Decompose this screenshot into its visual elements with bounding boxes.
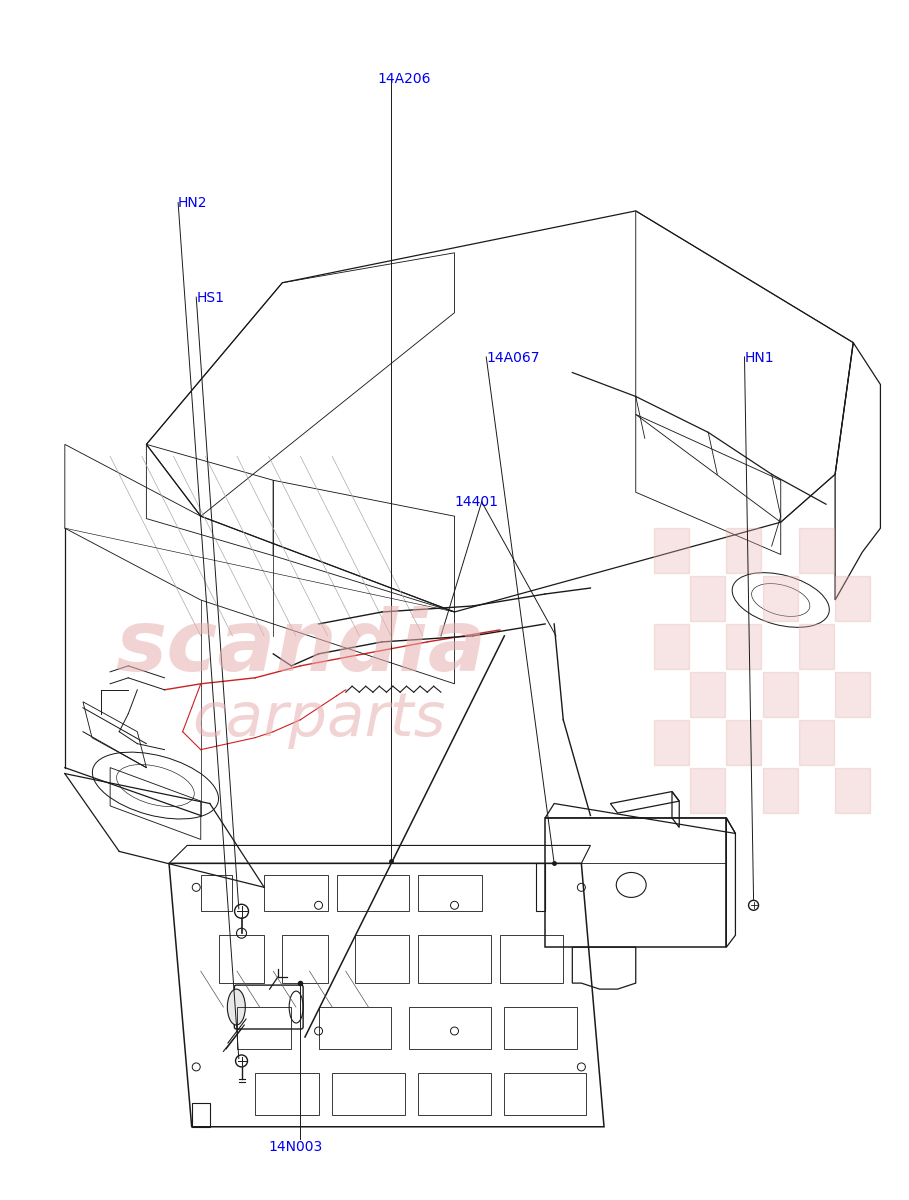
- Bar: [654, 528, 689, 574]
- Bar: [799, 720, 834, 764]
- Text: HN1: HN1: [744, 352, 774, 365]
- Bar: [690, 576, 725, 620]
- Ellipse shape: [227, 989, 245, 1025]
- Bar: [726, 720, 761, 764]
- Bar: [690, 672, 725, 716]
- Text: 14A067: 14A067: [486, 352, 540, 365]
- Bar: [763, 672, 797, 716]
- Circle shape: [749, 900, 758, 911]
- Bar: [835, 768, 870, 812]
- Circle shape: [235, 905, 248, 918]
- Text: 14N003: 14N003: [269, 1140, 323, 1154]
- Bar: [654, 720, 689, 764]
- Text: scandia: scandia: [115, 606, 486, 689]
- Bar: [799, 624, 834, 668]
- Text: 14A206: 14A206: [377, 72, 431, 86]
- Text: 14401: 14401: [454, 494, 498, 509]
- Bar: [726, 528, 761, 574]
- Bar: [763, 768, 797, 812]
- Circle shape: [235, 1055, 247, 1067]
- Bar: [763, 576, 797, 620]
- Bar: [835, 576, 870, 620]
- Text: HS1: HS1: [196, 292, 225, 305]
- Bar: [799, 528, 834, 574]
- Bar: [690, 768, 725, 812]
- Bar: [726, 624, 761, 668]
- Bar: [835, 672, 870, 716]
- Text: HN2: HN2: [178, 196, 207, 210]
- Text: carparts: carparts: [192, 690, 445, 749]
- Bar: [654, 624, 689, 668]
